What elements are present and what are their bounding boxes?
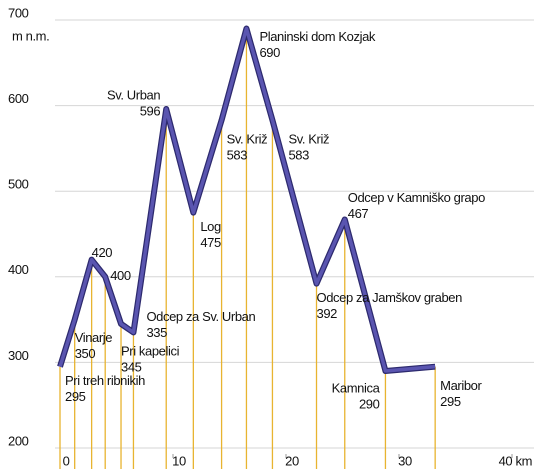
x-tick-label: 30 xyxy=(398,453,412,468)
point-name: Sv. Križ xyxy=(288,132,329,147)
point-name: Planinski dom Kozjak xyxy=(259,29,375,44)
point-value: 583 xyxy=(288,148,309,163)
point-value: 345 xyxy=(121,359,142,374)
y-tick-label: 300 xyxy=(8,348,29,363)
point-value: 467 xyxy=(348,206,369,221)
point-name: Sv. Urban xyxy=(107,87,160,102)
point-value: 392 xyxy=(317,306,338,321)
profile-line-fill xyxy=(58,26,436,373)
y-tick-label: 200 xyxy=(8,433,29,448)
point-value: 295 xyxy=(440,394,461,409)
y-tick-label: 700 xyxy=(8,5,29,20)
point-name: Pri kapelici xyxy=(121,343,180,358)
point-value: 295 xyxy=(65,389,86,404)
point-value: 583 xyxy=(227,148,248,163)
y-unit: m n.m. xyxy=(12,28,49,43)
x-tick-label: 10 xyxy=(172,453,186,468)
point-name: Pri treh ribnikih xyxy=(65,373,145,388)
x-tick-label: 0 xyxy=(63,453,70,468)
point-value: 690 xyxy=(259,45,280,60)
y-tick-label: 600 xyxy=(8,91,29,106)
point-value: 475 xyxy=(200,235,221,250)
point-name: Kamnica xyxy=(332,380,381,395)
x-tick-label: 20 xyxy=(285,453,299,468)
y-tick-label: 500 xyxy=(8,177,29,192)
point-name: Odcep v Kamniško grapo xyxy=(348,190,485,205)
point-name: Maribor xyxy=(440,378,482,393)
y-tick-label: 400 xyxy=(8,262,29,277)
point-value: 420 xyxy=(92,245,113,260)
point-name: Vinarje xyxy=(75,330,113,345)
point-name: Odcep za Jamškov graben xyxy=(317,290,463,305)
point-value: 400 xyxy=(110,268,131,283)
x-tick-label: 40 km xyxy=(499,453,532,468)
point-name: Log xyxy=(200,219,221,234)
point-name: Odcep za Sv. Urban xyxy=(146,309,255,324)
point-value: 596 xyxy=(140,103,161,118)
point-name: Sv. Križ xyxy=(227,132,268,147)
point-value: 290 xyxy=(359,396,380,411)
point-value: 350 xyxy=(75,346,96,361)
point-value: 335 xyxy=(146,325,167,340)
